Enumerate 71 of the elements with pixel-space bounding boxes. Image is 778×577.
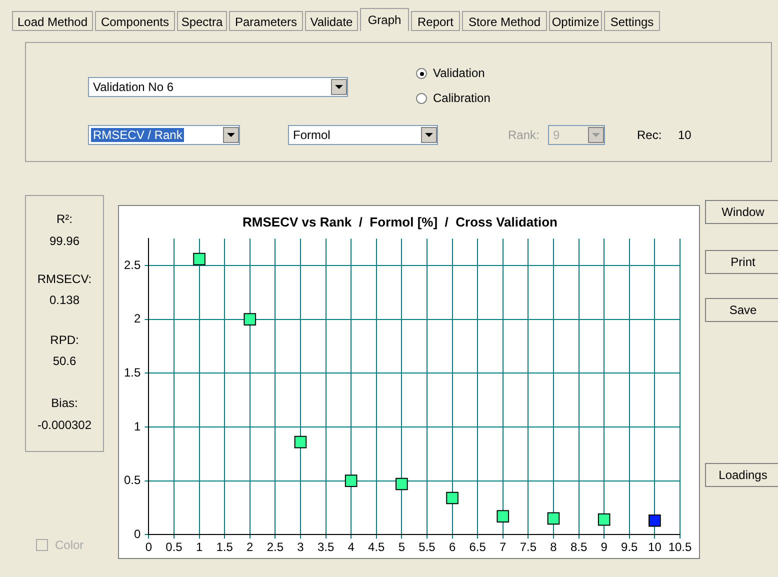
y-tick-label: 0 [134, 526, 141, 541]
text: R²: [56, 212, 74, 226]
point [344, 474, 358, 487]
point [396, 478, 408, 490]
x-tick-label: 7.5 [520, 540, 537, 554]
text: Optimize [549, 11, 602, 31]
point [547, 512, 560, 525]
point [598, 513, 610, 526]
text: Validation No 6 [92, 80, 174, 94]
y-tick-label: 1 [134, 419, 141, 434]
text: Store Method [462, 11, 547, 31]
text: RMSECV / Rank [91, 128, 184, 142]
x-tick-label: 7 [500, 540, 507, 554]
text: 0.138 [48, 293, 81, 307]
text: Load Method [12, 11, 93, 31]
x-tick-label: 3.5 [317, 540, 334, 554]
text: Calibration [433, 91, 490, 105]
text: Validation [433, 66, 485, 80]
text: Rec: [637, 128, 662, 142]
text: Validate [305, 11, 358, 31]
text: Save [705, 298, 778, 322]
x-tick-label: 10 [648, 540, 662, 554]
text: Color [55, 538, 84, 552]
y-tick-label: 0.5 [124, 473, 141, 488]
text: Formol [292, 128, 332, 142]
text: Settings [604, 11, 660, 31]
text: Parameters [229, 11, 303, 31]
x-tick-label: 8 [550, 540, 558, 554]
x-tick-label: 2.5 [266, 540, 284, 554]
text: 10 [678, 128, 692, 142]
x-tick-label: 9 [600, 540, 608, 554]
chart-title: RMSECV vs Rank / Formol [%] / Cross Validation [242, 214, 558, 230]
text: Report [411, 11, 460, 31]
text: Loadings [705, 463, 778, 487]
text: 50.6 [52, 354, 78, 368]
text: RPD: [49, 333, 80, 347]
x-tick-label: 0.5 [166, 540, 183, 554]
text: Graph [360, 8, 409, 31]
x-tick-label: 5.5 [418, 540, 436, 554]
text: RMSECV: [36, 272, 93, 286]
point [496, 510, 510, 522]
y-tick-label: 2.5 [124, 258, 141, 272]
point [446, 492, 458, 504]
x-tick-label: 3 [297, 540, 304, 554]
y-tick-label: 1.5 [124, 365, 141, 380]
point [294, 436, 307, 448]
x-tick-label: 6 [448, 540, 456, 554]
x-tick-label: 4.5 [368, 540, 386, 554]
x-tick-label: 6.5 [469, 540, 486, 554]
x-tick-label: 0 [145, 540, 152, 554]
x-tick-label: 8.5 [570, 540, 588, 554]
text: Rank: [508, 128, 540, 142]
x-tick-label: 4 [348, 540, 355, 554]
x-tick-label: 9.5 [621, 540, 638, 554]
x-tick-label: 1 [196, 540, 203, 554]
text: Spectra [177, 11, 227, 31]
text: Print [705, 250, 778, 274]
text: Bias: [50, 396, 79, 410]
y-tick-label: 2 [134, 312, 141, 326]
text: 99.96 [48, 234, 81, 248]
text: -0.000302 [36, 418, 93, 432]
text: Window [705, 200, 778, 224]
text: 9 [552, 128, 561, 142]
point [244, 313, 256, 326]
x-tick-label: 5 [398, 540, 406, 554]
x-tick-label: 1.5 [216, 540, 234, 554]
x-tick-label: 10.5 [668, 540, 692, 554]
point [193, 252, 206, 266]
text: Components [95, 11, 175, 31]
point [648, 514, 661, 527]
x-tick-label: 2 [246, 540, 254, 554]
